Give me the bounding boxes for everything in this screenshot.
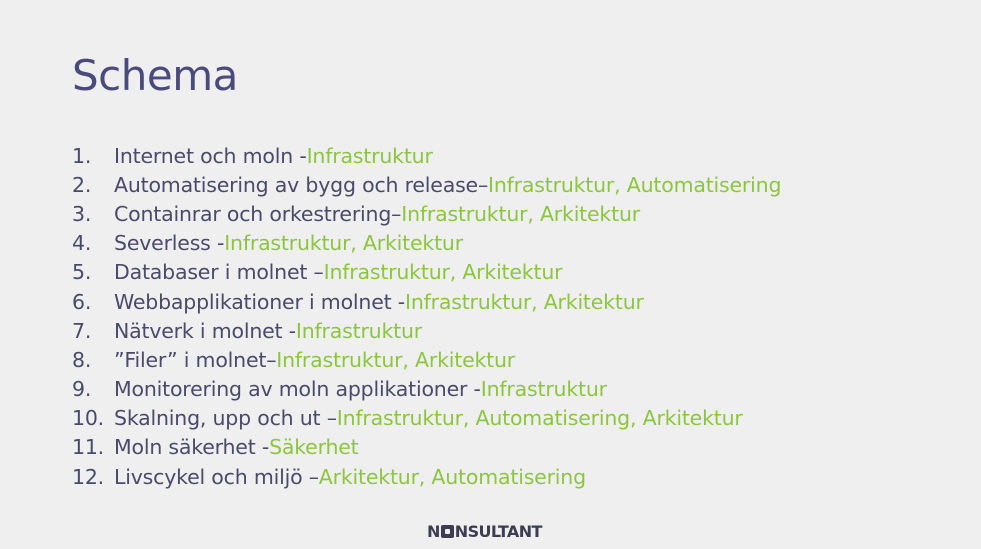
- item-number: 2.: [72, 172, 92, 197]
- item-number: 8.: [72, 347, 92, 372]
- item-text: Nätverk i molnet -: [114, 318, 296, 343]
- item-tags: Infrastruktur, Automatisering: [488, 172, 782, 197]
- agenda-item: 2. Automatisering av bygg och release– I…: [72, 170, 781, 199]
- agenda-item: 12. Livscykel och miljö – Arkitektur, Au…: [72, 462, 781, 491]
- item-text: Internet och moln -: [114, 143, 307, 168]
- agenda-item: 9. Monitorering av moln applikationer - …: [72, 375, 781, 404]
- logo-letter-n: N: [427, 521, 440, 541]
- item-number: 10.: [72, 406, 105, 431]
- item-tags: Infrastruktur: [306, 143, 433, 168]
- item-number: 3.: [72, 201, 92, 226]
- item-text: Livscykel och miljö –: [114, 464, 319, 489]
- item-tags: Infrastruktur, Automatisering, Arkitektu…: [336, 406, 743, 431]
- item-number: 1.: [72, 143, 92, 168]
- konsultant-logo: N NSULTANT: [427, 519, 542, 543]
- item-tags: Infrastruktur, Arkitektur: [276, 347, 516, 372]
- agenda-item: 3. Containrar och orkestrering– Infrastr…: [72, 199, 781, 228]
- item-text: Skalning, upp och ut –: [114, 406, 337, 431]
- item-text: Monitorering av moln applikationer -: [114, 377, 481, 402]
- item-number: 9.: [72, 377, 92, 402]
- item-text: Webbapplikationer i molnet -: [114, 289, 405, 314]
- item-tags: Infrastruktur, Arkitektur: [404, 289, 644, 314]
- agenda-item: 6. Webbapplikationer i molnet - Infrastr…: [72, 287, 781, 316]
- agenda-list: 1. Internet och moln - Infrastruktur 2. …: [72, 141, 781, 491]
- agenda-item: 1. Internet och moln - Infrastruktur: [72, 141, 781, 170]
- item-tags: Infrastruktur: [480, 377, 607, 402]
- item-text: Databaser i molnet –: [114, 260, 324, 285]
- logo-text: NSULTANT: [454, 521, 543, 541]
- agenda-item: 5. Databaser i molnet – Infrastruktur, A…: [72, 258, 781, 287]
- agenda-item: 7. Nätverk i molnet - Infrastruktur: [72, 316, 781, 345]
- item-tags: Infrastruktur, Arkitektur: [323, 260, 563, 285]
- item-number: 4.: [72, 231, 92, 256]
- item-tags: Infrastruktur, Arkitektur: [224, 231, 463, 256]
- item-number: 7.: [72, 318, 92, 343]
- item-tags: Infrastruktur, Arkitektur: [401, 201, 640, 226]
- agenda-item: 8. ”Filer” i molnet– Infrastruktur, Arki…: [72, 345, 781, 374]
- item-number: 12.: [72, 464, 105, 489]
- item-tags: Arkitektur, Automatisering: [318, 464, 586, 489]
- item-number: 11.: [72, 435, 105, 460]
- logo-o-icon: [440, 524, 454, 538]
- agenda-item: 4. Severless - Infrastruktur, Arkitektur: [72, 229, 781, 258]
- agenda-item: 11. Moln säkerhet - Säkerhet: [72, 433, 781, 462]
- slide-title: Schema: [72, 51, 238, 100]
- item-tags: Säkerhet: [269, 435, 359, 460]
- item-tags: Infrastruktur: [295, 318, 422, 343]
- item-text: Moln säkerhet -: [114, 435, 270, 460]
- item-text: Containrar och orkestrering–: [114, 201, 402, 226]
- item-number: 6.: [72, 289, 92, 314]
- agenda-item: 10. Skalning, upp och ut – Infrastruktur…: [72, 404, 781, 433]
- item-text: Severless -: [114, 231, 225, 256]
- item-text: ”Filer” i molnet–: [114, 347, 277, 372]
- item-text: Automatisering av bygg och release–: [114, 172, 489, 197]
- item-number: 5.: [72, 260, 92, 285]
